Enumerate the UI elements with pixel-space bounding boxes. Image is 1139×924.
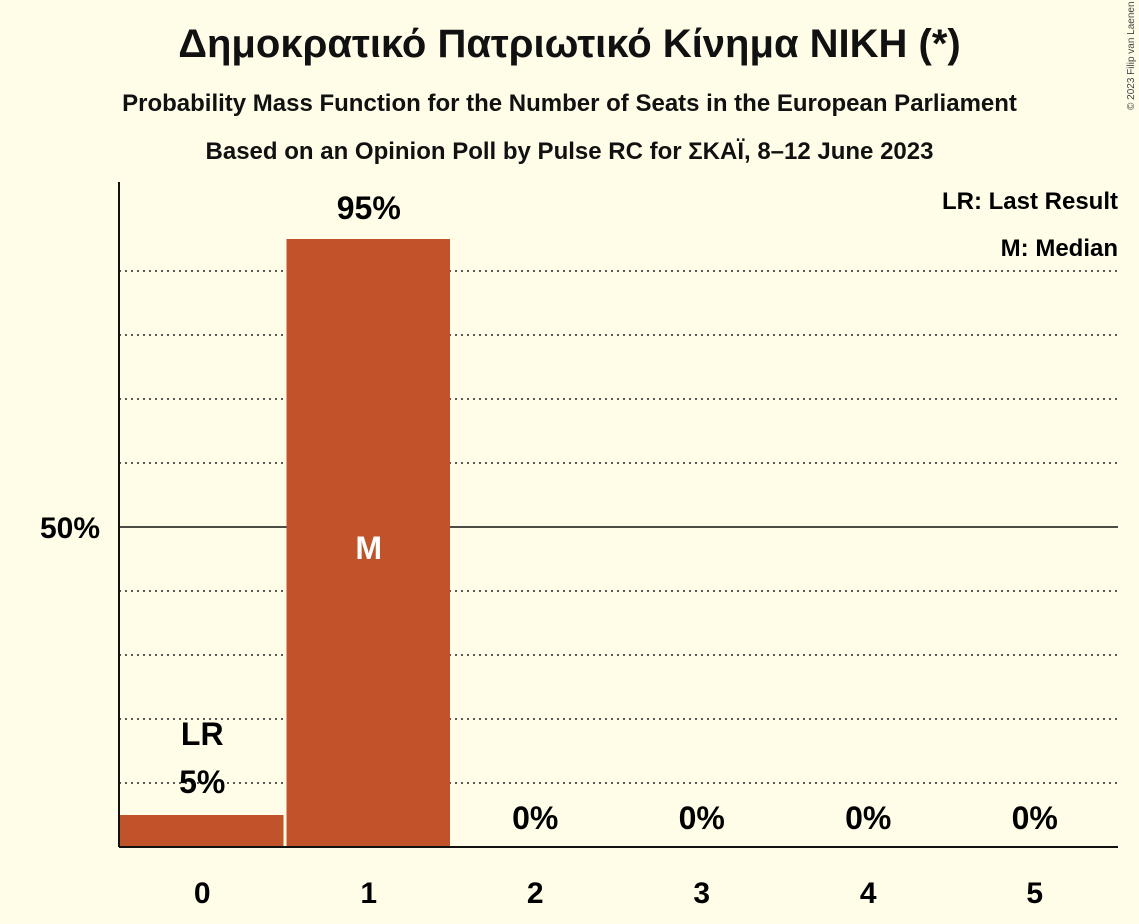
x-tick-label: 0 [194,877,211,910]
bar [286,239,450,847]
x-tick-label: 3 [693,877,710,910]
chart-title: Δημοκρατικό Πατριωτικό Κίνημα ΝΙΚΗ (*) [178,22,961,66]
y-tick-label-50: 50% [40,512,100,545]
bars [120,239,450,847]
x-tick-label: 5 [1026,877,1043,910]
legend-last-result: LR: Last Result [942,188,1118,215]
labels: 50% 5% 0 LR 95% 1 M 0% 2 0% 3 0% 4 0% 5 [40,190,1058,910]
gridlines [119,270,1118,784]
x-tick-label: 1 [360,877,377,910]
bar [120,815,284,847]
value-label: 0% [1012,800,1058,836]
x-tick-label: 4 [860,877,877,910]
value-label: 0% [845,800,891,836]
value-label: 5% [179,764,225,800]
value-label: 95% [337,190,401,226]
median-marker: M [355,530,382,566]
chart-source-line: Based on an Opinion Poll by Pulse RC for… [205,138,934,165]
value-label: 0% [679,800,725,836]
value-label: 0% [512,800,558,836]
last-result-marker: LR [181,716,224,752]
chart-subtitle: Probability Mass Function for the Number… [122,90,1017,117]
legend-median: M: Median [1001,235,1118,262]
x-tick-label: 2 [527,877,544,910]
